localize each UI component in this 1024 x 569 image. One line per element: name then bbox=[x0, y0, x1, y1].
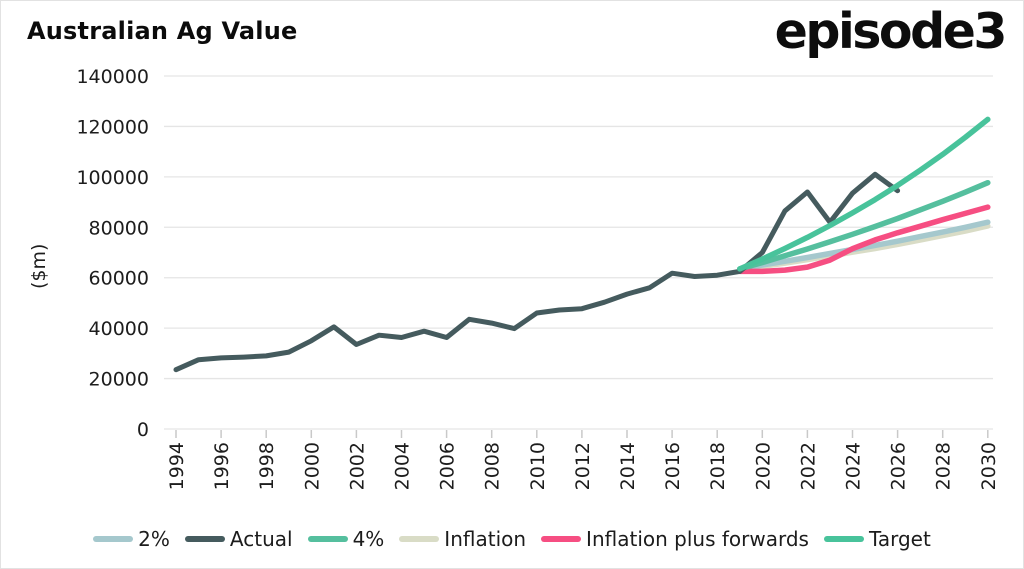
y-axis-title: ($m) bbox=[28, 244, 50, 289]
logo-episode3: episode3 bbox=[774, 3, 1008, 60]
x-tick-label: 2010 bbox=[527, 442, 549, 490]
series-line-target bbox=[737, 116, 991, 272]
series-line-inflation-plus-forwards bbox=[737, 204, 991, 275]
legend-item-2pct: 2% bbox=[93, 527, 170, 551]
x-tick-label: 2006 bbox=[437, 442, 459, 490]
legend-item-inflation-plus-forwards: Inflation plus forwards bbox=[541, 527, 809, 551]
y-tick-label: 60000 bbox=[89, 268, 149, 290]
legend-label-inflation: Inflation bbox=[444, 527, 527, 551]
legend-label-target: Target bbox=[868, 527, 931, 551]
x-tick-label: 2030 bbox=[978, 442, 1000, 490]
x-tick-label: 2014 bbox=[617, 442, 639, 490]
legend-swatch-inflation bbox=[399, 536, 440, 542]
legend-item-actual: Actual bbox=[184, 527, 293, 551]
legend-label-2pct: 2% bbox=[138, 527, 170, 551]
x-tick-label: 2016 bbox=[662, 442, 684, 490]
x-tick-label: 2008 bbox=[482, 442, 504, 490]
y-tick-label: 100000 bbox=[76, 167, 149, 189]
x-tick-label: 2000 bbox=[301, 442, 323, 490]
legend-item-inflation: Inflation bbox=[399, 527, 526, 551]
y-tick-label: 140000 bbox=[76, 66, 149, 88]
x-tick-label: 2004 bbox=[392, 442, 414, 490]
legend-swatch-4pct bbox=[307, 536, 348, 542]
chart-title: Australian Ag Value bbox=[27, 17, 298, 45]
series-line-actual bbox=[173, 171, 901, 373]
y-tick-label: 0 bbox=[137, 419, 149, 441]
legend-item-target: Target bbox=[823, 527, 931, 551]
legend-swatch-inflation-plus-forwards bbox=[541, 536, 582, 542]
legend: 2% Actual 4% Inflation Inflation plus fo… bbox=[1, 517, 1023, 561]
x-tick-label: 2024 bbox=[843, 442, 865, 490]
y-tick-label: 80000 bbox=[89, 217, 149, 239]
x-tick-label: 2002 bbox=[346, 442, 368, 490]
x-tick-label: 2018 bbox=[707, 442, 729, 490]
x-tick-label: 2012 bbox=[572, 442, 594, 490]
x-tick-label: 2022 bbox=[797, 442, 819, 490]
x-tick-label: 2026 bbox=[888, 442, 910, 490]
x-tick-label: 2028 bbox=[933, 442, 955, 490]
y-tick-label: 40000 bbox=[89, 318, 149, 340]
legend-swatch-target bbox=[823, 536, 864, 542]
legend-swatch-2pct bbox=[93, 536, 134, 542]
legend-label-inflation-plus-forwards: Inflation plus forwards bbox=[586, 527, 809, 551]
legend-label-actual: Actual bbox=[229, 527, 293, 551]
legend-label-4pct: 4% bbox=[352, 527, 385, 551]
x-tick-label: 1998 bbox=[256, 442, 278, 490]
legend-swatch-actual bbox=[184, 536, 225, 542]
x-tick-label: 1996 bbox=[211, 442, 233, 490]
x-tick-label: 2020 bbox=[752, 442, 774, 490]
legend-item-4pct: 4% bbox=[307, 527, 385, 551]
y-tick-label: 20000 bbox=[89, 369, 149, 391]
series-line-2- bbox=[737, 219, 991, 272]
x-tick-label: 1994 bbox=[166, 442, 188, 490]
ag-value-chart: 0 20000 40000 60000 80000 100000 120000 140000 (… bbox=[28, 66, 1000, 490]
y-tick-label: 120000 bbox=[76, 116, 149, 138]
series-line-4- bbox=[737, 179, 991, 272]
